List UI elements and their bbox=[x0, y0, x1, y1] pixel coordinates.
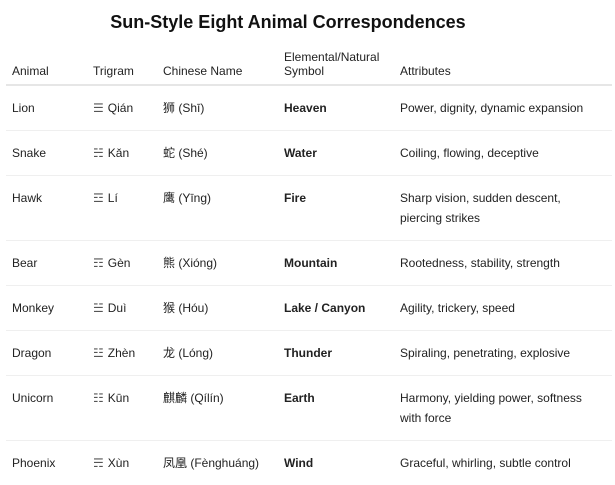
cell-chinese-name: 熊 (Xióng) bbox=[157, 241, 278, 286]
cell-trigram: ☵ Kǎn bbox=[87, 131, 157, 176]
cell-animal: Monkey bbox=[6, 286, 87, 331]
cell-attributes: Rootedness, stability, strength bbox=[394, 241, 612, 286]
animal-name: Bear bbox=[12, 256, 37, 270]
trigram-icon: ☴ bbox=[93, 456, 104, 470]
cell-chinese-name: 猴 (Hóu) bbox=[157, 286, 278, 331]
trigram-icon: ☱ bbox=[93, 301, 104, 315]
correspondence-table: Animal Trigram Chinese Name Elemental/Na… bbox=[6, 44, 612, 485]
animal-name: Dragon bbox=[12, 346, 51, 360]
trigram-name: Kǎn bbox=[108, 146, 129, 160]
cell-symbol: Wind bbox=[278, 441, 394, 485]
cell-attributes: Harmony, yielding power, softness with f… bbox=[394, 376, 612, 441]
animal-name: Phoenix bbox=[12, 456, 55, 470]
trigram-icon: ☲ bbox=[93, 191, 104, 205]
cell-trigram: ☱ Duì bbox=[87, 286, 157, 331]
cell-animal: Bear bbox=[6, 241, 87, 286]
cell-animal: Phoenix bbox=[6, 441, 87, 485]
table-header-row: Animal Trigram Chinese Name Elemental/Na… bbox=[6, 44, 612, 85]
header-attributes: Attributes bbox=[394, 44, 612, 85]
cell-chinese-name: 狮 (Shī) bbox=[157, 85, 278, 131]
trigram-name: Lí bbox=[108, 191, 118, 205]
trigram-icon: ☵ bbox=[93, 146, 104, 160]
cell-chinese-name: 麒麟 (Qílín) bbox=[157, 376, 278, 441]
cell-chinese-name: 蛇 (Shé) bbox=[157, 131, 278, 176]
cell-trigram: ☳ Zhèn bbox=[87, 331, 157, 376]
trigram-name: Xùn bbox=[108, 456, 129, 470]
cell-symbol: Water bbox=[278, 131, 394, 176]
cell-attributes: Spiraling, penetrating, explosive bbox=[394, 331, 612, 376]
animal-name: Unicorn bbox=[12, 391, 53, 405]
cell-animal: Unicorn bbox=[6, 376, 87, 441]
animal-name: Snake bbox=[12, 146, 46, 160]
cell-attributes: Power, dignity, dynamic expansion bbox=[394, 85, 612, 131]
trigram-icon: ☷ bbox=[93, 391, 104, 405]
cell-chinese-name: 凤凰 (Fènghuáng) bbox=[157, 441, 278, 485]
cell-symbol: Fire bbox=[278, 176, 394, 241]
trigram-icon: ☰ bbox=[93, 101, 104, 115]
trigram-name: Zhèn bbox=[108, 346, 135, 360]
page-title: Sun-Style Eight Animal Correspondences bbox=[0, 12, 576, 33]
cell-attributes: Sharp vision, sudden descent, piercing s… bbox=[394, 176, 612, 241]
cell-symbol: Thunder bbox=[278, 331, 394, 376]
cell-trigram: ☶ Gèn bbox=[87, 241, 157, 286]
cell-animal: Dragon bbox=[6, 331, 87, 376]
header-animal: Animal bbox=[6, 44, 87, 85]
cell-trigram: ☷ Kūn bbox=[87, 376, 157, 441]
cell-trigram: ☰ Qián bbox=[87, 85, 157, 131]
cell-symbol: Heaven bbox=[278, 85, 394, 131]
trigram-name: Qián bbox=[108, 101, 133, 115]
animal-name: Hawk bbox=[12, 191, 42, 205]
trigram-name: Duì bbox=[108, 301, 127, 315]
cell-attributes: Coiling, flowing, deceptive bbox=[394, 131, 612, 176]
cell-symbol: Earth bbox=[278, 376, 394, 441]
cell-animal: Lion bbox=[6, 85, 87, 131]
cell-attributes: Agility, trickery, speed bbox=[394, 286, 612, 331]
trigram-name: Kūn bbox=[108, 391, 129, 405]
cell-symbol: Lake / Canyon bbox=[278, 286, 394, 331]
header-chinese-name: Chinese Name bbox=[157, 44, 278, 85]
cell-animal: Hawk bbox=[6, 176, 87, 241]
trigram-icon: ☳ bbox=[93, 346, 104, 360]
header-symbol: Elemental/Natural Symbol bbox=[278, 44, 394, 85]
cell-chinese-name: 龙 (Lóng) bbox=[157, 331, 278, 376]
cell-chinese-name: 鹰 (Yīng) bbox=[157, 176, 278, 241]
animal-name: Monkey bbox=[12, 301, 54, 315]
header-trigram: Trigram bbox=[87, 44, 157, 85]
trigram-name: Gèn bbox=[108, 256, 131, 270]
animal-name: Lion bbox=[12, 101, 35, 115]
cell-animal: Snake bbox=[6, 131, 87, 176]
cell-trigram: ☲ Lí bbox=[87, 176, 157, 241]
cell-trigram: ☴ Xùn bbox=[87, 441, 157, 485]
trigram-icon: ☶ bbox=[93, 256, 104, 270]
cell-symbol: Mountain bbox=[278, 241, 394, 286]
cell-attributes: Graceful, whirling, subtle control bbox=[394, 441, 612, 485]
